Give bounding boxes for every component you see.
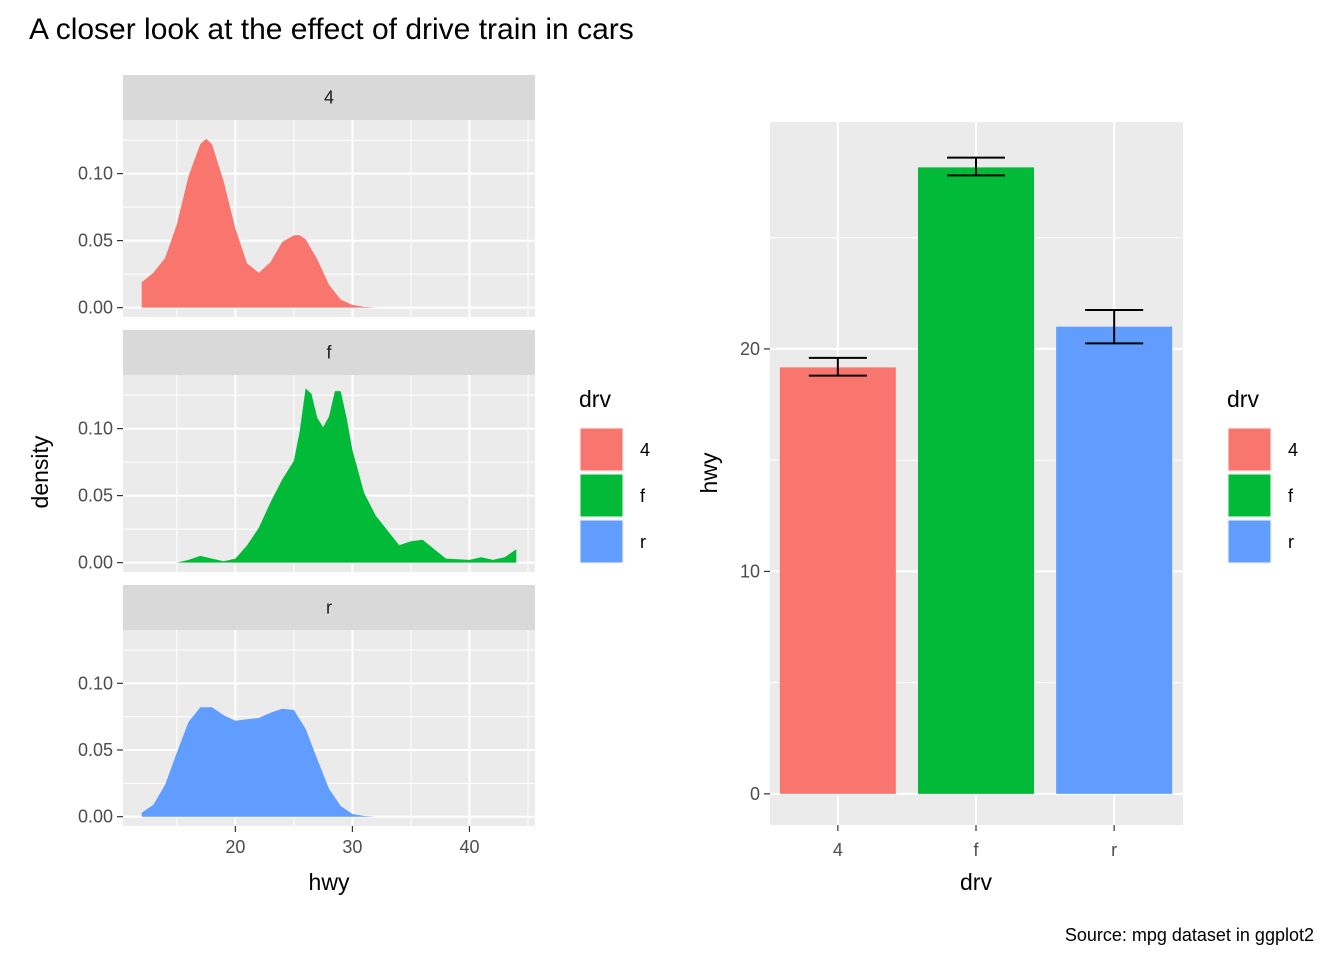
legend-label-r: r	[1288, 532, 1294, 552]
x-tick-label: 30	[342, 837, 362, 857]
bar-4	[779, 367, 896, 794]
y-tick-label: 0	[750, 784, 760, 804]
density-area-4	[141, 138, 376, 308]
density-chart: 40.000.050.10f0.000.050.10r0.000.050.10 …	[27, 75, 650, 895]
density-x-axis-title: hwy	[309, 869, 350, 895]
y-tick-label: 0.00	[78, 807, 113, 827]
y-tick-label: 0.10	[78, 164, 113, 184]
facet-strip-label-4: 4	[324, 88, 334, 108]
density-y-axis-title: density	[27, 435, 53, 508]
legend-label-f: f	[1288, 486, 1294, 506]
facet-strip-r	[123, 585, 535, 630]
y-tick-label: 0.10	[78, 419, 113, 439]
y-tick-label: 10	[740, 561, 760, 581]
y-tick-label: 0.05	[78, 486, 113, 506]
bar-axes: 0 10 20 4 f r	[740, 339, 1117, 860]
facet-strip-label-r: r	[326, 598, 332, 618]
y-tick-label: 0.00	[78, 298, 113, 318]
y-tick-label: 0.10	[78, 673, 113, 693]
legend-swatch-r	[1227, 519, 1272, 564]
facet-panel-f: f 0.00 0.05 0.10	[78, 330, 535, 573]
x-tick-label: f	[973, 840, 979, 860]
y-tick-label: 0.00	[78, 553, 113, 573]
legend-swatch-f	[1227, 473, 1272, 518]
bar-chart: 0 10 20 4 f r drv hwy drv 4 f r	[696, 122, 1298, 895]
density-x-axis: 20 30 40	[225, 826, 479, 857]
facet-panel-4: 4 0.00 0.05 0.10	[78, 75, 535, 318]
facet-strip-4	[123, 75, 535, 120]
legend-swatch-f	[579, 473, 624, 518]
bar-y-axis-title: hwy	[696, 452, 722, 493]
x-tick-label: 40	[459, 837, 479, 857]
legend-swatch-r	[579, 519, 624, 564]
caption: Source: mpg dataset in ggplot2	[1065, 925, 1314, 945]
density-area-f	[176, 388, 517, 563]
legend-label-f: f	[640, 486, 646, 506]
facet-strip-label-f: f	[326, 343, 332, 363]
bars	[779, 167, 1173, 794]
bar-f	[918, 167, 1034, 794]
x-tick-label: 4	[833, 840, 843, 860]
density-area-r	[141, 707, 376, 817]
bar-legend-keys: 4 f r	[1227, 427, 1298, 564]
legend-label-r: r	[640, 532, 646, 552]
density-legend-title: drv	[579, 386, 611, 412]
legend-label-4: 4	[1288, 440, 1298, 460]
legend-swatch-4	[1227, 427, 1272, 472]
x-tick-label: r	[1111, 840, 1117, 860]
legend-swatch-4	[579, 427, 624, 472]
density-legend-keys: 4 f r	[579, 427, 650, 564]
density-facets: 4 0.00 0.05 0.10 f 0.00 0.05 0.10 r 0.00 0.05 0.10	[78, 75, 535, 827]
chart-title: A closer look at the effect of drive tra…	[29, 13, 634, 46]
bar-legend-title: drv	[1227, 386, 1259, 412]
facet-strip-f	[123, 330, 535, 375]
bar-x-axis-title: drv	[960, 869, 992, 895]
y-tick-label: 0.05	[78, 231, 113, 251]
bar-r	[1056, 326, 1173, 794]
density-legend: drv 4 f r	[579, 386, 650, 564]
y-tick-label: 20	[740, 339, 760, 359]
x-tick-label: 20	[225, 837, 245, 857]
bar-legend: drv 4 f r	[1227, 386, 1298, 564]
y-tick-label: 0.05	[78, 740, 113, 760]
error-bars	[808, 156, 1144, 377]
facet-panel-r: r 0.00 0.05 0.10	[78, 585, 535, 827]
legend-label-4: 4	[640, 440, 650, 460]
